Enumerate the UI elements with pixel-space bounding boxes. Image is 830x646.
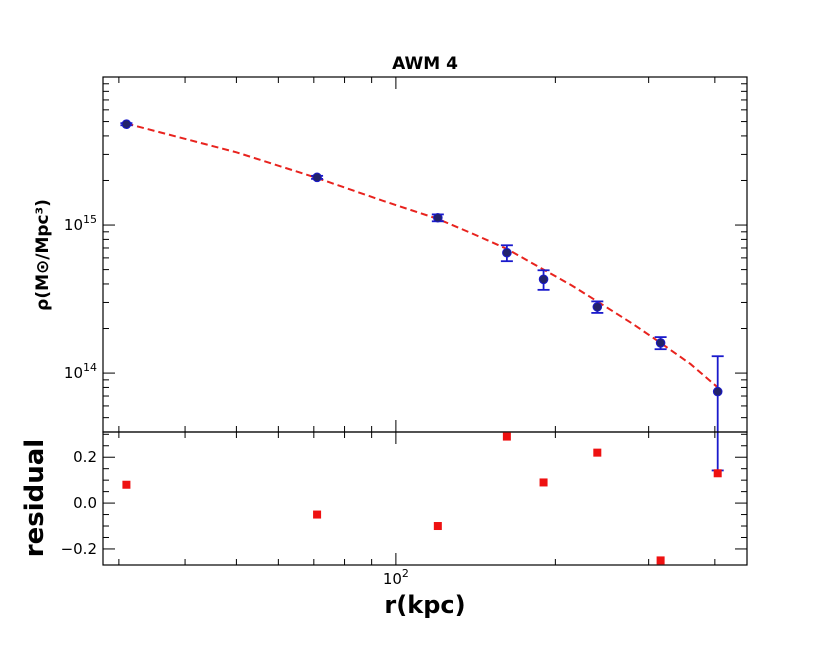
data-point — [500, 244, 513, 263]
density-fit — [126, 122, 719, 389]
residual-y-tick-label: 0.0 — [73, 494, 97, 512]
y-tick-label: 1014 — [64, 361, 97, 382]
residual-panel-ticks: 102 0.2 0.0 −0.2 — [61, 432, 747, 588]
residual-marker — [593, 448, 602, 457]
data-marker — [312, 172, 322, 183]
residual-marker — [313, 510, 322, 519]
data-marker — [433, 212, 443, 223]
x-tick-label: 102 — [383, 567, 409, 588]
residual-marker — [433, 522, 442, 531]
chart-title: AWM 4 — [392, 54, 458, 74]
residual-marker — [122, 480, 131, 489]
data-point — [591, 300, 604, 314]
data-point — [711, 355, 724, 472]
residual-panel-frame — [102, 431, 748, 566]
density-data-points — [120, 119, 724, 472]
data-marker — [655, 338, 666, 348]
data-point — [431, 212, 444, 223]
data-marker — [502, 247, 512, 258]
residual-y-tick-label: 0.2 — [73, 448, 97, 466]
residual-marker — [656, 556, 665, 565]
fit-curve-line — [126, 122, 719, 389]
data-point — [120, 119, 133, 129]
data-point — [654, 336, 667, 351]
residual-y-tick-label: −0.2 — [61, 540, 97, 558]
y-axis-label-density: ρ(M⊙/Mpc³) — [33, 199, 53, 311]
y-axis-label-residual: residual — [20, 439, 50, 557]
density-panel-ticks: 1014 1015 — [64, 76, 747, 433]
y-tick-label: 1015 — [64, 213, 97, 234]
data-marker — [592, 302, 603, 312]
residual-marker — [713, 469, 722, 478]
residual-points — [122, 432, 722, 565]
residual-marker — [539, 478, 548, 487]
data-marker — [538, 274, 549, 285]
residual-panel: 102 0.2 0.0 −0.2 — [61, 431, 748, 588]
data-marker — [121, 119, 132, 129]
x-axis-label: r(kpc) — [384, 591, 465, 619]
data-point — [537, 269, 550, 291]
residual-marker — [502, 432, 511, 441]
density-panel-frame — [102, 76, 748, 433]
density-panel: 1014 1015 — [64, 76, 748, 472]
data-marker — [712, 386, 723, 397]
data-point — [311, 172, 324, 183]
